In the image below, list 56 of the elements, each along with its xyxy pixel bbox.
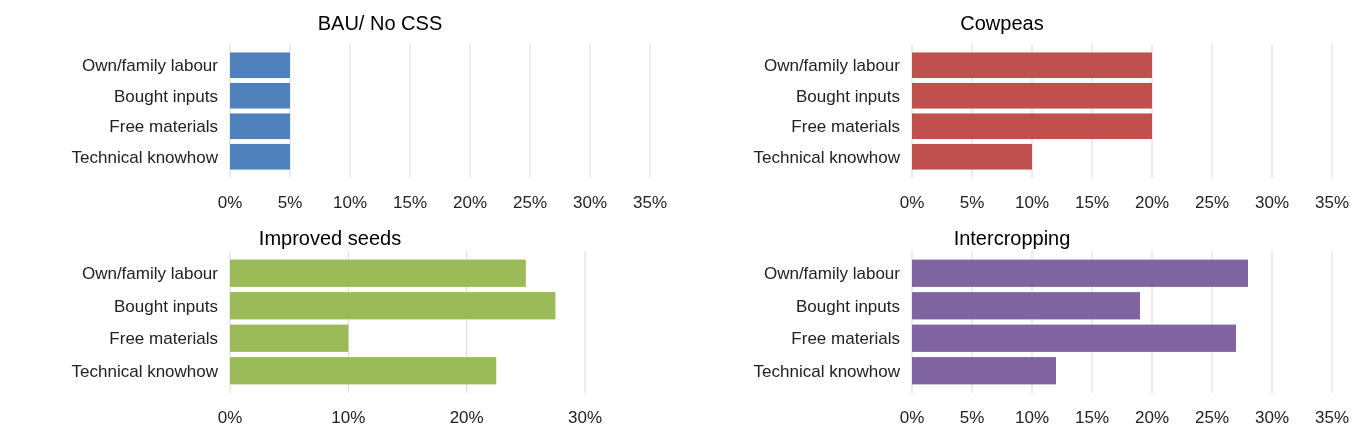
bar [230, 324, 349, 352]
x-tick-label: 0% [899, 408, 925, 427]
y-tick-label: Free materials [791, 329, 900, 349]
y-tick-label: Free materials [109, 117, 218, 137]
bar [912, 324, 1236, 352]
x-tick-label: 5% [277, 193, 303, 212]
x-tick-label: 5% [959, 408, 985, 427]
y-tick-label: Free materials [109, 329, 218, 349]
x-tick-label: 0% [217, 408, 243, 427]
x-tick-label: 30% [1254, 408, 1290, 427]
bar [230, 357, 497, 385]
x-tick-label: 20% [452, 193, 488, 212]
bar [912, 292, 1140, 320]
x-tick-label: 25% [1194, 193, 1230, 212]
x-tick-label: 30% [572, 193, 608, 212]
chart-title: BAU/ No CSS [317, 12, 443, 34]
y-tick-label: Own/family labour [81, 56, 219, 76]
x-tick-label: 5% [959, 193, 985, 212]
x-tick-label: 10% [332, 193, 368, 212]
bar [230, 259, 526, 287]
y-tick-label: Bought inputs [114, 296, 218, 316]
y-tick-label: Technical knowhow [71, 361, 219, 381]
x-tick-label: 35% [1314, 408, 1350, 427]
x-tick-label: 25% [1194, 408, 1230, 427]
x-tick-label: 35% [1314, 193, 1350, 212]
x-tick-label: 0% [217, 193, 243, 212]
chart-title: Intercropping [953, 227, 1071, 249]
y-tick-label: Bought inputs [796, 86, 900, 106]
x-tick-label: 35% [632, 193, 668, 212]
x-tick-label: 15% [1074, 408, 1110, 427]
x-tick-label: 15% [1074, 193, 1110, 212]
x-tick-label: 20% [1134, 193, 1170, 212]
x-tick-label: 10% [331, 408, 366, 427]
chart-title: Cowpeas [960, 12, 1044, 34]
x-tick-label: 25% [512, 193, 548, 212]
x-tick-label: 20% [449, 408, 484, 427]
y-tick-label: Own/family labour [763, 264, 901, 284]
bar [912, 259, 1248, 287]
x-tick-label: 30% [567, 408, 603, 427]
y-tick-label: Own/family labour [763, 56, 901, 76]
x-tick-label: 10% [1014, 408, 1050, 427]
y-tick-label: Bought inputs [796, 296, 900, 316]
x-tick-label: 10% [1014, 193, 1050, 212]
y-tick-label: Bought inputs [114, 86, 218, 106]
chart-title: Improved seeds [258, 227, 402, 249]
y-tick-label: Free materials [791, 117, 900, 137]
y-tick-label: Own/family labour [81, 264, 219, 284]
y-tick-label: Technical knowhow [753, 361, 901, 381]
x-tick-label: 20% [1134, 408, 1170, 427]
x-tick-label: 15% [392, 193, 428, 212]
y-tick-label: Technical knowhow [71, 147, 219, 167]
x-tick-label: 0% [899, 193, 925, 212]
bar [912, 357, 1056, 385]
y-tick-label: Technical knowhow [753, 147, 901, 167]
bar [230, 292, 556, 320]
x-tick-label: 30% [1254, 193, 1290, 212]
